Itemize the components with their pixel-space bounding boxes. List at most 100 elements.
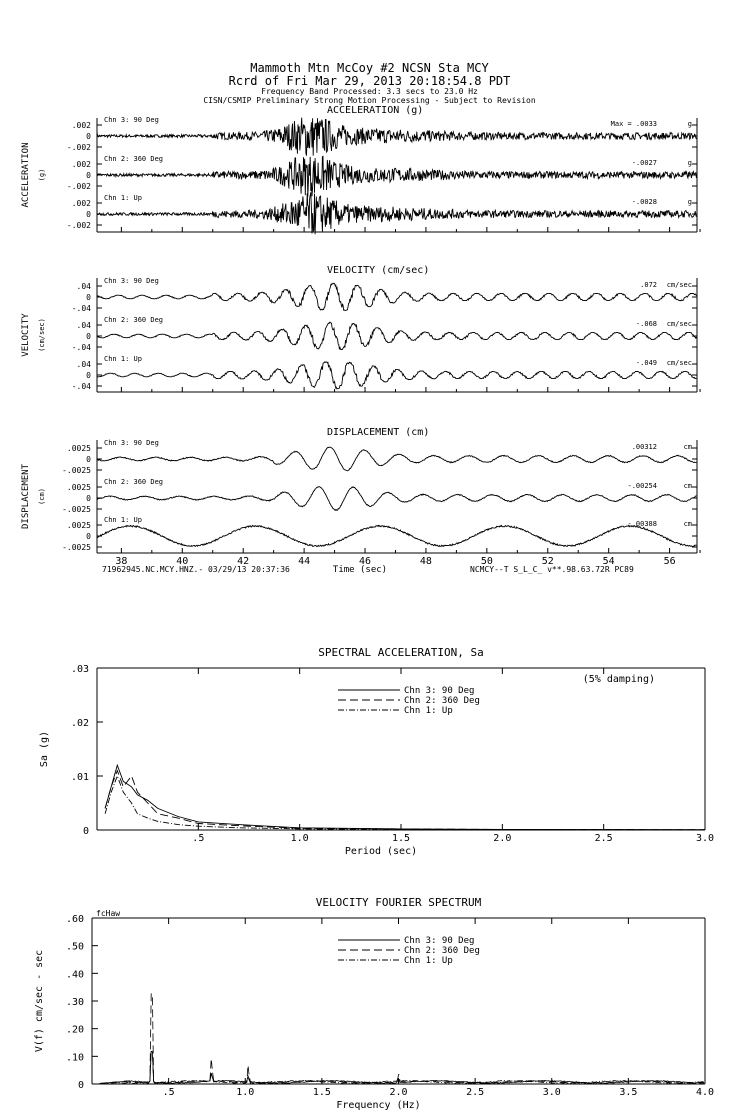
y-tick-label: .0025 — [67, 521, 91, 530]
channel-label: Chn 2: 360 Deg — [104, 478, 163, 486]
y-tick-label: 0 — [86, 293, 91, 302]
x-tick-label: 2.0 — [389, 1087, 407, 1098]
x-tick-label: 46 — [359, 556, 371, 567]
y-tick-label: -.04 — [72, 304, 91, 313]
damping-note: (5% damping) — [583, 674, 655, 685]
peak-value: -.049 — [636, 359, 657, 367]
x-tick-label: 2.0 — [493, 833, 511, 844]
peak-unit: cm — [684, 520, 692, 528]
x-tick-label: 38 — [115, 556, 127, 567]
legend-label: Chn 2: 360 Deg — [404, 946, 480, 956]
channel-label: Chn 3: 90 Deg — [104, 116, 159, 124]
x-tick-label: 4.0 — [696, 1087, 714, 1098]
y-tick-label: 0 — [86, 332, 91, 341]
y-tick-label: -.002 — [67, 143, 91, 152]
peak-unit: cm/sec — [667, 359, 692, 367]
peak-value: -.068 — [636, 320, 657, 328]
channel-label: Chn 1: Up — [104, 516, 142, 524]
y-tick-label: .10 — [66, 1052, 84, 1063]
panel-title: ACCELERATION (g) — [327, 105, 423, 116]
x-tick-label: 42 — [237, 556, 249, 567]
y-tick-label: .30 — [66, 997, 84, 1008]
peak-value: -.00388 — [627, 520, 657, 528]
y-tick-label: .002 — [72, 160, 91, 169]
x-tick-label: 40 — [176, 556, 188, 567]
fourier-curve — [99, 993, 705, 1084]
x-tick-label: 56 — [664, 556, 676, 567]
panel-title: VELOCITY (cm/sec) — [327, 265, 429, 276]
peak-value: .00312 — [632, 443, 657, 451]
peak-value: Max = .0033 — [611, 120, 657, 128]
x-tick-label: 2.5 — [595, 833, 613, 844]
waveform-trace — [96, 155, 697, 197]
peak-unit: cm — [684, 443, 692, 451]
y-tick-label: .40 — [66, 969, 84, 980]
y-tick-label: .002 — [72, 121, 91, 130]
y-tick-label: 0 — [86, 132, 91, 141]
channel-label: Chn 1: Up — [104, 355, 142, 363]
y-tick-label: -.002 — [67, 182, 91, 191]
footer-processing-id: NCMCY--T S_L_C_ v**.98.63.72R PC89 — [470, 565, 634, 574]
legend-label: Chn 3: 90 Deg — [404, 936, 474, 946]
channel-label: Chn 2: 360 Deg — [104, 155, 163, 163]
peak-unit: g — [688, 120, 692, 128]
legend-label: Chn 3: 90 Deg — [404, 686, 474, 696]
x-tick-label: 3.5 — [619, 1087, 637, 1098]
panel-ylabel: ACCELERATION — [21, 142, 31, 207]
frequency-band: Frequency Band Processed: 3.3 secs to 23… — [261, 87, 478, 96]
sa-curve — [104, 769, 706, 831]
sa-curve — [104, 763, 706, 831]
panel-ylabel: DISPLACEMENT — [21, 463, 31, 529]
y-tick-label: 0 — [83, 826, 89, 837]
y-tick-label: .04 — [77, 360, 92, 369]
waveform-trace — [96, 321, 697, 350]
panel-yunit: (cm) — [38, 488, 46, 505]
peak-unit: g — [688, 198, 692, 206]
waveform-trace — [96, 117, 697, 156]
x-tick-label: .5 — [163, 1087, 175, 1098]
y-tick-label: -.0025 — [62, 505, 91, 514]
peak-value: .072 — [640, 281, 657, 289]
y-tick-label: .02 — [71, 718, 89, 729]
x-tick-label: 52 — [542, 556, 554, 567]
peak-value: -.0027 — [632, 159, 657, 167]
spectrum-title: SPECTRAL ACCELERATION, Sa — [318, 646, 484, 659]
sa-curve — [104, 774, 706, 831]
legend-label: Chn 1: Up — [404, 706, 453, 716]
x-axis-label: Frequency (Hz) — [336, 1100, 420, 1111]
y-tick-label: 0 — [86, 371, 91, 380]
channel-label: Chn 2: 360 Deg — [104, 316, 163, 324]
x-tick-label: 1.0 — [236, 1087, 254, 1098]
waveform-trace — [96, 282, 697, 311]
y-tick-label: 0 — [78, 1080, 84, 1091]
y-tick-label: 0 — [86, 455, 91, 464]
y-tick-label: .04 — [77, 282, 92, 291]
y-tick-label: -.04 — [72, 382, 91, 391]
x-tick-label: 1.5 — [392, 833, 410, 844]
y-tick-label: .60 — [66, 914, 84, 925]
footer-record-id: 71962945.NC.MCY.HNZ.- 03/29/13 20:37:36 — [102, 565, 290, 574]
peak-unit: cm/sec — [667, 281, 692, 289]
x-axis-label: Time (sec) — [333, 565, 387, 575]
y-tick-label: .50 — [66, 942, 84, 953]
y-tick-label: .0025 — [67, 444, 91, 453]
x-tick-label: 2.5 — [466, 1087, 484, 1098]
legend-label: Chn 1: Up — [404, 956, 453, 966]
y-tick-label: 0 — [86, 532, 91, 541]
channel-label: Chn 3: 90 Deg — [104, 277, 159, 285]
y-tick-label: -.002 — [67, 221, 91, 230]
panel-ylabel: VELOCITY — [21, 313, 31, 357]
x-tick-label: 3.0 — [696, 833, 714, 844]
y-tick-label: .04 — [77, 321, 92, 330]
y-tick-label: 0 — [86, 171, 91, 180]
y-axis-label: V(f) cm/sec - sec — [34, 950, 45, 1052]
y-tick-label: 0 — [86, 210, 91, 219]
peak-unit: cm — [684, 482, 692, 490]
x-tick-label: 50 — [481, 556, 493, 567]
y-tick-label: 0 — [86, 494, 91, 503]
spectrum-title: VELOCITY FOURIER SPECTRUM — [316, 896, 482, 909]
legend-label: Chn 2: 360 Deg — [404, 696, 480, 706]
panel-yunit: (cm/sec) — [38, 318, 46, 352]
y-tick-label: -.0025 — [62, 543, 91, 552]
